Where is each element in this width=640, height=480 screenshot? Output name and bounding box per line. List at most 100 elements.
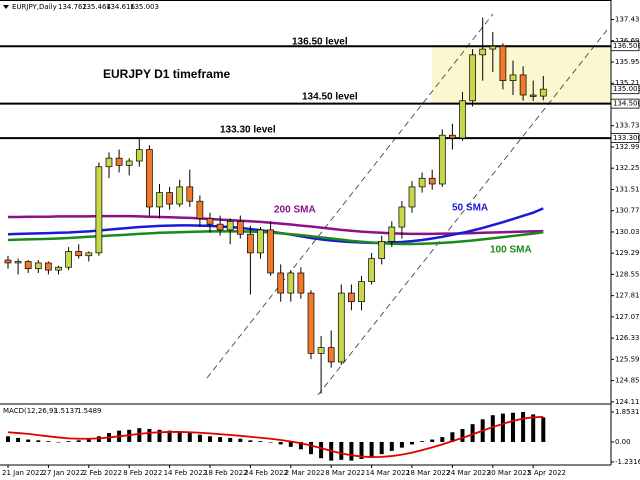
macd-bar (147, 429, 152, 442)
macd-bar (56, 441, 61, 443)
macd-bar (228, 437, 233, 442)
macd-bar (258, 441, 263, 442)
candle-body (449, 134, 456, 139)
macd-bar (76, 440, 81, 442)
macd-bar (248, 440, 253, 442)
y-tick-label: 127.81 (615, 292, 640, 300)
x-tick-label: 18 Mar 2022 (406, 469, 450, 477)
macd-bar (6, 436, 10, 442)
y-tick-label: 132.25 (615, 164, 640, 172)
candle-body (378, 241, 386, 259)
x-tick-label: 5 Apr 2022 (527, 469, 566, 477)
level-price-label: 136.500 (613, 42, 640, 50)
y-tick-label: 132.99 (615, 143, 640, 151)
candle-body (277, 272, 285, 294)
y-tick-label: 128.55 (615, 270, 640, 278)
sma-label: 50 SMA (452, 203, 488, 214)
macd-bar (309, 441, 313, 455)
x-tick-label: 14 Feb 2022 (164, 469, 208, 477)
macd-bar (319, 441, 324, 459)
level-text: 133.30 level (220, 125, 276, 136)
macd-value: 1.5137 (54, 407, 79, 415)
candle-body (428, 177, 436, 185)
candle-body (216, 223, 224, 231)
candle-body (418, 177, 426, 188)
candle-body (34, 262, 42, 270)
macd-bar (218, 437, 223, 442)
macd-bar (500, 413, 505, 442)
macd-bar (208, 436, 212, 442)
candle-body (135, 149, 143, 162)
candle-body (247, 233, 254, 254)
channel-upper (206, 13, 494, 379)
candle-body (438, 134, 446, 185)
candle-body (539, 88, 547, 97)
level-text: 136.50 level (292, 37, 348, 48)
candle-body (206, 218, 214, 225)
x-tick-label: 30 Mar 2022 (487, 469, 531, 477)
y-tick-label: 126.33 (615, 334, 640, 342)
header-high: 135.464 (82, 3, 111, 11)
macd-bar (470, 424, 475, 442)
macd-bar (26, 439, 31, 442)
menu-icon[interactable] (3, 5, 9, 9)
x-tick-label: 2 Feb 2022 (83, 469, 122, 477)
candle-body (186, 186, 194, 202)
macd-bar (278, 441, 283, 445)
candle-body (4, 259, 12, 264)
candle-body (156, 192, 163, 208)
candle-body (469, 54, 476, 102)
y-tick-label: 133.73 (615, 122, 640, 130)
x-tick-label: 24 Feb 2022 (244, 469, 288, 477)
x-tick-label: 18 Feb 2022 (204, 469, 248, 477)
candle-body (297, 272, 305, 294)
candle-body (125, 160, 133, 166)
candle-body (408, 186, 416, 208)
y-tick-label: 137.43 (615, 16, 640, 24)
macd-bar (379, 441, 384, 455)
candle-body (55, 266, 62, 271)
candle-body (257, 229, 264, 254)
macd-bar (167, 430, 172, 442)
macd-bar (399, 441, 404, 448)
macd-bar (177, 432, 182, 442)
macd-bar (430, 439, 435, 442)
candle-body (348, 292, 355, 303)
y-tick-label: 135.95 (615, 58, 640, 66)
macd-bar (66, 441, 71, 442)
macd-bar (197, 434, 202, 442)
candle-body (236, 220, 244, 235)
macd-bar (339, 441, 344, 460)
y-tick-label: 127.07 (615, 313, 640, 321)
macd-bar (238, 438, 243, 442)
macd-bar (46, 441, 51, 442)
macd-bar (359, 441, 364, 459)
y-tick-label: 1.8531 (615, 408, 640, 416)
macd-bar (86, 439, 91, 442)
channel-lower (317, 29, 608, 396)
sma-label: 100 SMA (490, 245, 532, 256)
macd-bar (288, 441, 293, 447)
candle-body (115, 157, 123, 166)
y-tick-label: 136.69 (615, 37, 640, 45)
candle-body (388, 226, 396, 242)
candle-body (529, 94, 537, 97)
candle-body (267, 229, 274, 274)
candle-body (509, 74, 517, 82)
y-tick-label: 130.77 (615, 207, 640, 215)
candle-body (45, 262, 52, 271)
macd-bar (36, 440, 41, 442)
x-tick-label: 2 Mar 2022 (285, 469, 325, 477)
level-price-label: 134.500 (613, 100, 640, 108)
x-tick-label: 21 Jan 2022 (2, 469, 44, 477)
y-tick-label: 130.03 (615, 228, 640, 236)
candle-body (499, 45, 507, 82)
macd-bar (420, 441, 425, 442)
macd-bar (187, 433, 192, 442)
macd-bar (16, 437, 21, 442)
signal-line (7, 415, 544, 458)
y-tick-label: 131.51 (615, 185, 640, 193)
candle-body (368, 258, 375, 282)
candle-body (95, 166, 103, 254)
